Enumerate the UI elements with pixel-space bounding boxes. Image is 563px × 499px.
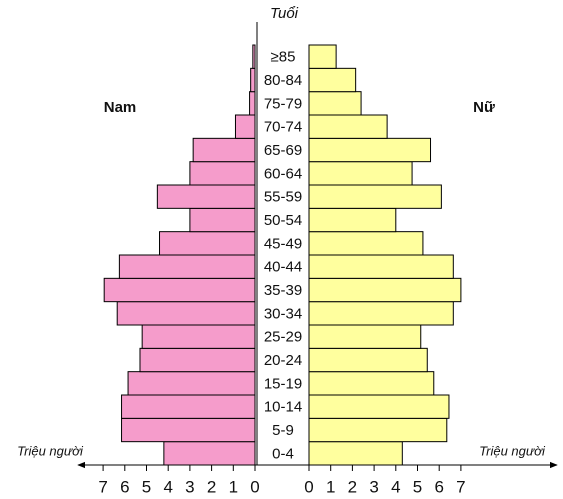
bar: [250, 67, 256, 93]
category-label: 65-69: [264, 142, 302, 159]
x-tick-label: 6: [120, 477, 129, 496]
category-label: 35-39: [264, 282, 302, 299]
x-tick-label: 4: [163, 477, 172, 496]
bar: [308, 114, 388, 139]
bar: [234, 114, 256, 139]
category-label: 70-74: [264, 119, 302, 136]
bar: [116, 301, 256, 326]
category-label: 60-64: [264, 165, 302, 182]
category-label: 55-59: [264, 189, 302, 206]
category-label: 20-24: [264, 352, 302, 369]
bar: [308, 371, 435, 396]
bar: [163, 441, 256, 466]
bar: [308, 417, 448, 443]
x-tick-label: 1: [229, 477, 238, 496]
bar: [308, 324, 422, 349]
bar: [308, 161, 413, 186]
bar: [308, 301, 454, 326]
bar: [308, 44, 337, 69]
x-tick-label: 2: [207, 477, 216, 496]
bar: [252, 44, 256, 69]
x-tick-label: 5: [413, 477, 422, 496]
bar: [308, 207, 397, 233]
left-label: Nam: [104, 99, 137, 116]
x-tick-label: 0: [250, 477, 259, 496]
bar: [308, 254, 454, 279]
bar: [139, 347, 256, 373]
x-tick-label: 4: [391, 477, 400, 496]
bar: [249, 91, 256, 116]
category-label: 50-54: [264, 212, 302, 229]
bar: [308, 231, 424, 256]
bar: [308, 91, 362, 116]
bar: [308, 394, 450, 419]
x-tick-label: 6: [434, 477, 443, 496]
bar: [308, 347, 428, 373]
category-label: 40-44: [264, 259, 302, 276]
x-tick-label: 5: [142, 477, 151, 496]
category-label: 15-19: [264, 375, 302, 392]
bar: [141, 324, 256, 349]
category-label: 5-9: [272, 422, 294, 439]
bar: [308, 277, 462, 303]
bar: [308, 184, 442, 209]
bar: [121, 417, 256, 443]
x-tick-label: 2: [348, 477, 357, 496]
x-tick-label: 1: [326, 477, 335, 496]
category-label: 25-29: [264, 329, 302, 346]
bar: [156, 184, 256, 209]
bar: [159, 231, 256, 256]
x-tick-label: 3: [185, 477, 194, 496]
category-label: 30-34: [264, 305, 302, 322]
bar: [189, 161, 256, 186]
y-axis-title: Tuổi: [270, 5, 299, 22]
bar: [127, 371, 256, 396]
category-label: 45-49: [264, 235, 302, 252]
x-axis-title: Triệu người: [479, 443, 546, 458]
bar: [308, 137, 432, 163]
bar: [103, 277, 256, 303]
bar: [189, 207, 256, 233]
category-label: 0-4: [272, 445, 294, 462]
bar: [118, 254, 256, 279]
x-tick-label: 7: [456, 477, 465, 496]
category-label: 80-84: [264, 72, 302, 89]
category-label: 75-79: [264, 95, 302, 112]
x-tick-label: 3: [369, 477, 378, 496]
x-tick-label: 7: [98, 477, 107, 496]
bar: [192, 137, 256, 163]
right-label: Nữ: [473, 99, 495, 116]
bar: [121, 394, 256, 419]
x-axis-title: Triệu người: [17, 443, 84, 458]
bar: [308, 67, 357, 93]
x-tick-label: 0: [304, 477, 313, 496]
bar: [308, 441, 403, 466]
category-label: ≥85: [271, 49, 296, 66]
category-label: 10-14: [264, 399, 302, 416]
